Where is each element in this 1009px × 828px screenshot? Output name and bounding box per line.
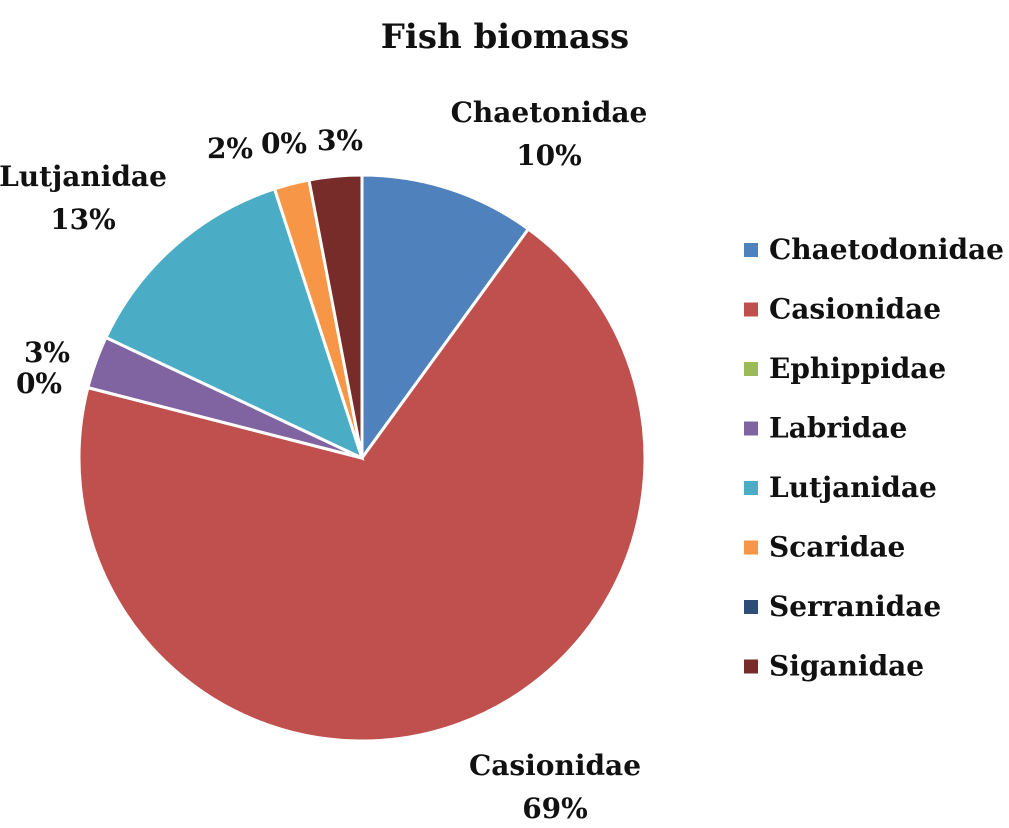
data-label: 3%	[317, 124, 363, 157]
data-label-percent: 2%	[207, 132, 253, 165]
data-label: Chaetonidae 10%	[451, 96, 648, 172]
data-label-percent: 10%	[516, 139, 582, 172]
data-label: 0%	[261, 127, 307, 160]
pie-slice-siganidae	[307, 173, 364, 459]
data-label: 0%	[16, 367, 62, 400]
pie-slice-casionidae	[77, 226, 647, 743]
legend-item: Serranidae	[744, 590, 941, 623]
legend-swatch	[744, 362, 758, 376]
data-label: 3%	[24, 336, 70, 369]
data-label-percent: 0%	[16, 367, 62, 400]
legend-item: Ephippidae	[744, 352, 946, 385]
legend-swatch	[744, 540, 758, 555]
legend-item: Siganidae	[744, 650, 924, 683]
data-label: Casionidae 69%	[469, 749, 641, 825]
data-label-percent: 0%	[261, 127, 307, 160]
pie-slice-chaetodonidae	[360, 173, 531, 463]
data-label-percent: 13%	[50, 203, 116, 236]
data-label-percent: 3%	[24, 336, 70, 369]
data-label-category: Chaetonidae	[451, 96, 648, 129]
legend-swatch	[744, 243, 758, 257]
legend-label: Lutjanidae	[769, 471, 937, 504]
data-label-percent: 3%	[317, 124, 363, 157]
data-labels: Chaetonidae10%Casionidae69%0%3%Lutjanida…	[0, 96, 647, 825]
data-label-percent: 69%	[522, 792, 588, 825]
pie-slices	[77, 173, 647, 743]
legend-item: Lutjanidae	[744, 471, 937, 504]
legend-item: Chaetodonidae	[744, 233, 1004, 266]
legend-item: Casionidae	[744, 293, 941, 326]
chart-title: Fish biomass	[381, 17, 629, 57]
data-label: Lutjanidae 13%	[0, 160, 167, 236]
legend-label: Casionidae	[769, 293, 941, 326]
data-label: 2%	[207, 132, 253, 165]
data-label-category: Lutjanidae	[0, 160, 167, 193]
pie-slice-lutjanidae	[103, 186, 365, 461]
legend-label: Scaridae	[769, 531, 905, 564]
legend-swatch	[744, 302, 758, 317]
legend-item: Labridae	[744, 412, 907, 445]
legend-item: Scaridae	[744, 531, 905, 564]
legend-swatch	[744, 659, 758, 674]
legend-swatch	[744, 600, 758, 614]
legend-label: Siganidae	[769, 650, 924, 683]
data-label-category: Casionidae	[469, 749, 641, 782]
legend-label: Serranidae	[769, 590, 941, 623]
legend-swatch	[744, 421, 758, 436]
legend-label: Ephippidae	[769, 352, 946, 385]
legend-swatch	[744, 481, 758, 495]
legend: Chaetodonidae Casionidae Ephippidae Labrida…	[744, 233, 1004, 683]
legend-label: Labridae	[769, 412, 907, 445]
legend-label: Chaetodonidae	[769, 233, 1004, 266]
